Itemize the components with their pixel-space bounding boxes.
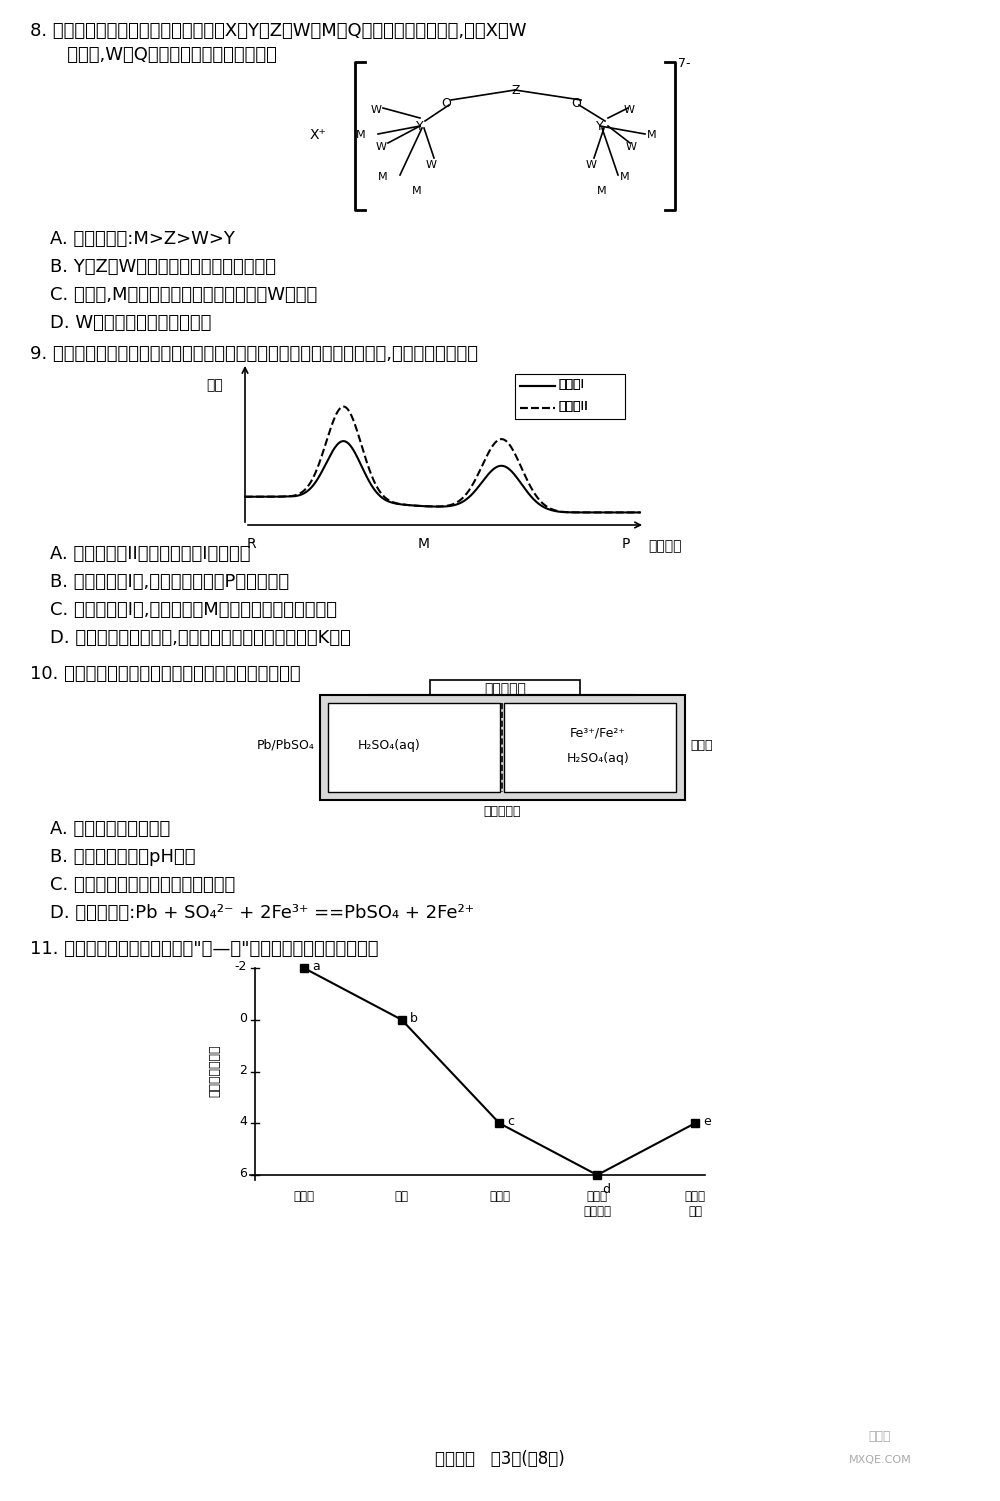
- Text: 反应过程: 反应过程: [648, 539, 682, 552]
- Text: e: e: [703, 1115, 711, 1129]
- Text: M: M: [418, 537, 430, 551]
- Text: H₂SO₄(aq): H₂SO₄(aq): [358, 738, 420, 752]
- Text: A. 使用催化剂II比使用催化剂I效果更好: A. 使用催化剂II比使用催化剂I效果更好: [50, 545, 250, 563]
- Text: B. 放电时左侧溶液pH减小: B. 放电时左侧溶液pH减小: [50, 848, 196, 866]
- Text: a: a: [312, 961, 320, 973]
- Bar: [320, 695, 685, 800]
- Text: 11. 下图是硫及其化合物的部分"价—类"二维图。下列叙述错误的是: 11. 下图是硫及其化合物的部分"价—类"二维图。下列叙述错误的是: [30, 940, 378, 958]
- Text: R: R: [247, 537, 257, 551]
- Text: 硫元素的化合价: 硫元素的化合价: [208, 1045, 222, 1097]
- Text: 氧化物: 氧化物: [489, 1190, 510, 1202]
- Text: B. 使用催化剂I时,反应达到平衡时P的浓度更大: B. 使用催化剂I时,反应达到平衡时P的浓度更大: [50, 573, 289, 591]
- Text: W: W: [371, 105, 382, 116]
- Text: O: O: [441, 98, 451, 110]
- Text: 含氧酸
物质类别: 含氧酸 物质类别: [583, 1190, 611, 1217]
- Text: A. 第一电离能:M>Z>W>Y: A. 第一电离能:M>Z>W>Y: [50, 230, 235, 248]
- Text: 催化剂II: 催化剂II: [558, 399, 588, 413]
- Text: 6: 6: [239, 1166, 247, 1180]
- Text: W: W: [624, 105, 635, 116]
- Text: A. 充电时阴极质量增加: A. 充电时阴极质量增加: [50, 820, 170, 838]
- Text: 同周期,W和Q同主族。下列说法错误的是: 同周期,W和Q同主族。下列说法错误的是: [50, 47, 277, 65]
- Text: 8. 某物质的结构如图所示。短周期元素X、Y、Z、W、M、Q的原子序数依次增大,已知X和W: 8. 某物质的结构如图所示。短周期元素X、Y、Z、W、M、Q的原子序数依次增大,…: [30, 23, 526, 41]
- Text: O: O: [571, 98, 581, 110]
- Bar: [430, 680, 580, 699]
- Text: M: M: [597, 186, 607, 197]
- Text: W: W: [376, 143, 387, 152]
- Text: Fe³⁺/Fe²⁺: Fe³⁺/Fe²⁺: [570, 726, 626, 740]
- Text: C. 该电解质溶液也可以换为碱性溶液: C. 该电解质溶液也可以换为碱性溶液: [50, 877, 235, 895]
- Text: Y: Y: [416, 120, 424, 134]
- Text: 多孔碳: 多孔碳: [690, 738, 712, 752]
- Text: D. W的单质一定为非极性分子: D. W的单质一定为非极性分子: [50, 314, 211, 332]
- Text: d: d: [602, 1183, 610, 1196]
- Text: P: P: [621, 537, 630, 551]
- Text: D. 放电总反应:Pb + SO₄²⁻ + 2Fe³⁺ ==PbSO₄ + 2Fe²⁺: D. 放电总反应:Pb + SO₄²⁻ + 2Fe³⁺ ==PbSO₄ + 2F…: [50, 904, 474, 922]
- Text: C. 常温下,M的单质可以在水溶液中置换出W的单质: C. 常温下,M的单质可以在水溶液中置换出W的单质: [50, 287, 317, 305]
- Text: c: c: [507, 1115, 514, 1129]
- Text: H₂SO₄(aq): H₂SO₄(aq): [567, 752, 629, 766]
- Text: 含氧酸
钠盐: 含氧酸 钠盐: [684, 1190, 706, 1217]
- Text: M: M: [620, 173, 630, 182]
- Text: 氢化物: 氢化物: [293, 1190, 314, 1202]
- Text: MXQE.COM: MXQE.COM: [849, 1454, 911, 1465]
- Text: 催化剂II: 催化剂II: [558, 399, 588, 413]
- Text: 质子交换膜: 质子交换膜: [483, 805, 521, 818]
- Bar: [504, 702, 676, 793]
- Bar: [515, 374, 625, 419]
- Text: b: b: [410, 1012, 418, 1025]
- Text: X⁺: X⁺: [310, 128, 327, 143]
- Text: W: W: [626, 143, 637, 152]
- Text: M: M: [647, 131, 657, 140]
- Text: B. Y、Z、W的简单氢化物的键角依次减小: B. Y、Z、W的简单氢化物的键角依次减小: [50, 258, 276, 276]
- Text: D. 达到平衡时升高温度,再次平衡时总反应的平衡常数K增大: D. 达到平衡时升高温度,再次平衡时总反应的平衡常数K增大: [50, 629, 351, 647]
- Text: 10. 某可充电电池的原理如图所示。下列说法正确的是: 10. 某可充电电池的原理如图所示。下列说法正确的是: [30, 665, 301, 683]
- Text: 化学试题   第3页(共8页): 化学试题 第3页(共8页): [435, 1450, 565, 1468]
- Text: W: W: [586, 161, 597, 170]
- Text: W: W: [426, 161, 437, 170]
- Text: 催化剂I: 催化剂I: [558, 378, 584, 390]
- Text: 9. 某可逆反应在不同催化剂作用下的反应过程如图所示。其他条件相同时,下列说法正确的是: 9. 某可逆反应在不同催化剂作用下的反应过程如图所示。其他条件相同时,下列说法正…: [30, 345, 478, 363]
- Text: M: M: [412, 186, 422, 197]
- Text: Pb/PbSO₄: Pb/PbSO₄: [257, 738, 315, 752]
- Text: 4: 4: [239, 1115, 247, 1129]
- Text: 电源或负载: 电源或负载: [484, 681, 526, 696]
- Text: 能量: 能量: [207, 378, 223, 392]
- Text: 0: 0: [239, 1012, 247, 1025]
- Text: 7-: 7-: [678, 57, 690, 71]
- Text: 答案圈: 答案圈: [869, 1430, 891, 1442]
- Text: M: M: [378, 173, 388, 182]
- Text: 催化剂I: 催化剂I: [558, 378, 584, 390]
- Text: -2: -2: [235, 961, 247, 973]
- Bar: [328, 702, 500, 793]
- Text: Y: Y: [596, 120, 604, 134]
- Text: M: M: [356, 131, 366, 140]
- Text: Z: Z: [511, 84, 520, 98]
- Text: 单质: 单质: [395, 1190, 409, 1202]
- Text: 2: 2: [239, 1064, 247, 1076]
- Text: C. 使用催化剂I时,反应过程中M所能达到的最高浓度更大: C. 使用催化剂I时,反应过程中M所能达到的最高浓度更大: [50, 600, 337, 618]
